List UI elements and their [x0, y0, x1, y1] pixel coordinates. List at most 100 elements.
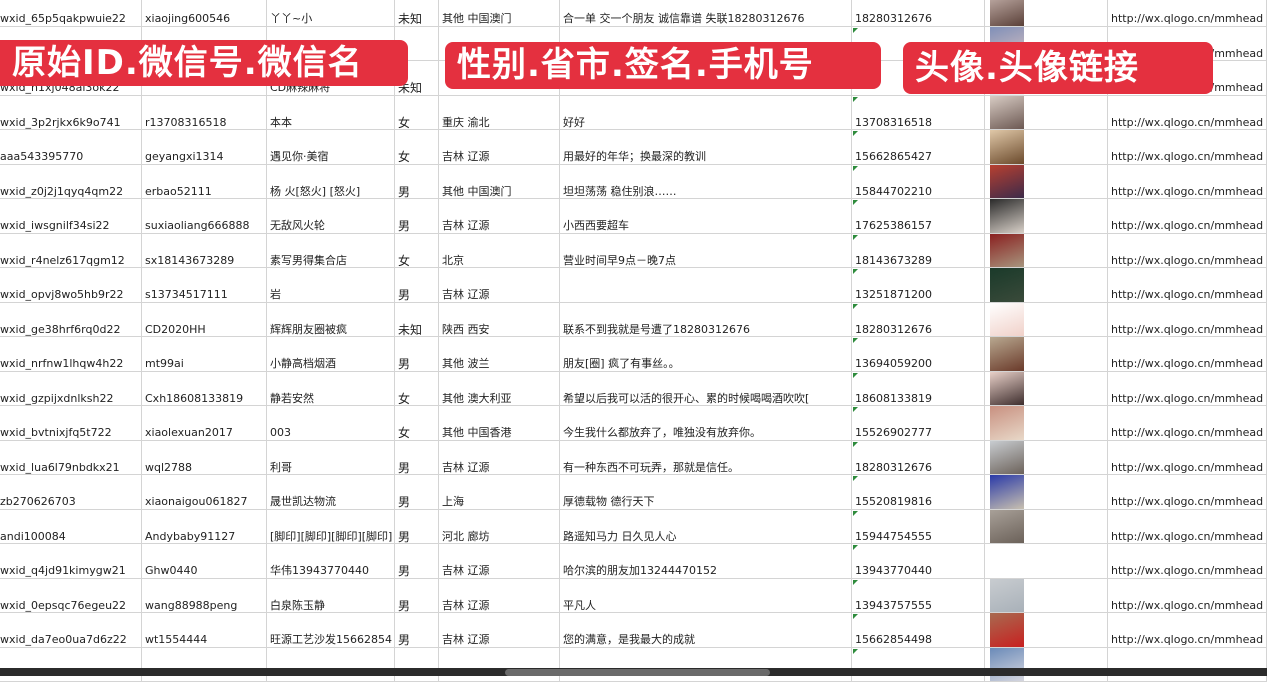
region-cell[interactable]: 吉林 辽源 [439, 441, 560, 475]
avatar-url-cell[interactable]: http://wx.qlogo.cn/mmhead [1108, 372, 1267, 406]
region-cell[interactable]: 吉林 辽源 [439, 613, 560, 647]
signature-cell[interactable]: 好好 [560, 96, 852, 130]
avatar-cell[interactable] [985, 234, 1108, 268]
avatar-url-cell[interactable]: http://wx.qlogo.cn/mmhead [1108, 406, 1267, 440]
avatar-url-cell[interactable]: http://wx.qlogo.cn/mmhead [1108, 165, 1267, 199]
region-cell[interactable]: 其他 波兰 [439, 337, 560, 371]
avatar-url-cell[interactable]: http://wx.qlogo.cn/mmhead [1108, 475, 1267, 509]
phone-cell[interactable]: 15520819816 [852, 475, 985, 509]
avatar-cell[interactable] [985, 510, 1108, 544]
nickname-cell[interactable]: 旺源工艺沙发15662854 [267, 613, 395, 647]
region-cell[interactable]: 河北 廊坊 [439, 510, 560, 544]
wechat-id-cell[interactable]: Ghw0440 [142, 544, 267, 578]
horizontal-scrollbar[interactable] [505, 669, 770, 676]
gender-cell[interactable]: 女 [395, 130, 439, 164]
phone-cell[interactable]: 13708316518 [852, 96, 985, 130]
nickname-cell[interactable]: 岩 [267, 268, 395, 302]
wechat-id-cell[interactable]: r13708316518 [142, 96, 267, 130]
gender-cell[interactable]: 女 [395, 96, 439, 130]
wechat-id-cell[interactable]: suxiaoliang666888 [142, 199, 267, 233]
original-id-cell[interactable]: wxid_ge38hrf6rq0d22 [0, 303, 142, 337]
gender-cell[interactable]: 女 [395, 372, 439, 406]
phone-cell[interactable]: 13251871200 [852, 268, 985, 302]
nickname-cell[interactable]: 遇见你·美宿 [267, 130, 395, 164]
original-id-cell[interactable]: wxid_q4jd91kimygw21 [0, 544, 142, 578]
nickname-cell[interactable]: 无敌风火轮 [267, 199, 395, 233]
avatar-cell[interactable] [985, 372, 1108, 406]
original-id-cell[interactable]: zb270626703 [0, 475, 142, 509]
phone-cell[interactable]: 18280312676 [852, 303, 985, 337]
nickname-cell[interactable]: 晟世凯达物流 [267, 475, 395, 509]
gender-cell[interactable]: 女 [395, 406, 439, 440]
original-id-cell[interactable]: wxid_bvtnixjfq5t722 [0, 406, 142, 440]
nickname-cell[interactable]: 辉辉朋友圈被疯 [267, 303, 395, 337]
original-id-cell[interactable]: wxid_da7eo0ua7d6z22 [0, 613, 142, 647]
avatar-url-cell[interactable]: http://wx.qlogo.cn/mmhead [1108, 510, 1267, 544]
avatar-url-cell[interactable]: http://wx.qlogo.cn/mmhead [1108, 337, 1267, 371]
region-cell[interactable]: 其他 中国澳门 [439, 0, 560, 26]
region-cell[interactable]: 陕西 西安 [439, 303, 560, 337]
wechat-id-cell[interactable]: Andybaby91127 [142, 510, 267, 544]
original-id-cell[interactable]: wxid_iwsgnilf34si22 [0, 199, 142, 233]
gender-cell[interactable]: 男 [395, 441, 439, 475]
wechat-id-cell[interactable]: wang88988peng [142, 579, 267, 613]
avatar-cell[interactable] [985, 165, 1108, 199]
avatar-cell[interactable] [985, 475, 1108, 509]
phone-cell[interactable]: 15662854498 [852, 613, 985, 647]
avatar-url-cell[interactable]: http://wx.qlogo.cn/mmhead [1108, 0, 1267, 26]
original-id-cell[interactable]: andi100084 [0, 510, 142, 544]
gender-cell[interactable]: 男 [395, 544, 439, 578]
avatar-url-cell[interactable]: http://wx.qlogo.cn/mmhead [1108, 130, 1267, 164]
region-cell[interactable]: 吉林 辽源 [439, 544, 560, 578]
phone-cell[interactable]: 13694059200 [852, 337, 985, 371]
phone-cell[interactable]: 15526902777 [852, 406, 985, 440]
avatar-cell[interactable] [985, 199, 1108, 233]
region-cell[interactable]: 吉林 辽源 [439, 268, 560, 302]
original-id-cell[interactable]: wxid_opvj8wo5hb9r22 [0, 268, 142, 302]
avatar-cell[interactable] [985, 0, 1108, 26]
region-cell[interactable]: 其他 中国香港 [439, 406, 560, 440]
avatar-cell[interactable] [985, 579, 1108, 613]
original-id-cell[interactable]: wxid_z0j2j1qyq4qm22 [0, 165, 142, 199]
phone-cell[interactable]: 13943770440 [852, 544, 985, 578]
avatar-cell[interactable] [985, 544, 1108, 578]
original-id-cell[interactable]: wxid_gzpijxdnlksh22 [0, 372, 142, 406]
nickname-cell[interactable]: 静若安然 [267, 372, 395, 406]
wechat-id-cell[interactable]: s13734517111 [142, 268, 267, 302]
wechat-id-cell[interactable]: sx18143673289 [142, 234, 267, 268]
avatar-cell[interactable] [985, 406, 1108, 440]
avatar-url-cell[interactable]: http://wx.qlogo.cn/mmhead [1108, 544, 1267, 578]
nickname-cell[interactable]: [脚印][脚印][脚印][脚印] [267, 510, 395, 544]
region-cell[interactable]: 上海 [439, 475, 560, 509]
gender-cell[interactable]: 男 [395, 199, 439, 233]
nickname-cell[interactable]: 小静高档烟酒 [267, 337, 395, 371]
signature-cell[interactable]: 有一种东西不可玩弄，那就是信任。 [560, 441, 852, 475]
wechat-id-cell[interactable]: mt99ai [142, 337, 267, 371]
signature-cell[interactable]: 合一单 交一个朋友 诚信靠谱 失联18280312676 [560, 0, 852, 26]
region-cell[interactable]: 吉林 辽源 [439, 579, 560, 613]
avatar-cell[interactable] [985, 303, 1108, 337]
original-id-cell[interactable]: wxid_65p5qakpwuie22 [0, 0, 142, 26]
wechat-id-cell[interactable]: wql2788 [142, 441, 267, 475]
nickname-cell[interactable]: 素写男得集合店 [267, 234, 395, 268]
gender-cell[interactable]: 男 [395, 337, 439, 371]
signature-cell[interactable]: 厚德载物 德行天下 [560, 475, 852, 509]
gender-cell[interactable]: 男 [395, 613, 439, 647]
wechat-id-cell[interactable]: geyangxi1314 [142, 130, 267, 164]
signature-cell[interactable]: 营业时间早9点－晚7点 [560, 234, 852, 268]
gender-cell[interactable]: 男 [395, 268, 439, 302]
gender-cell[interactable]: 男 [395, 475, 439, 509]
signature-cell[interactable]: 路遥知马力 日久见人心 [560, 510, 852, 544]
phone-cell[interactable]: 17625386157 [852, 199, 985, 233]
avatar-url-cell[interactable]: http://wx.qlogo.cn/mmhead [1108, 441, 1267, 475]
avatar-url-cell[interactable]: http://wx.qlogo.cn/mmhead [1108, 579, 1267, 613]
original-id-cell[interactable]: aaa543395770 [0, 130, 142, 164]
original-id-cell[interactable]: wxid_3p2rjkx6k9o741 [0, 96, 142, 130]
phone-cell[interactable]: 18280312676 [852, 441, 985, 475]
avatar-url-cell[interactable]: http://wx.qlogo.cn/mmhead [1108, 96, 1267, 130]
gender-cell[interactable]: 男 [395, 579, 439, 613]
phone-cell[interactable]: 15662865427 [852, 130, 985, 164]
nickname-cell[interactable]: 丫丫~小 [267, 0, 395, 26]
phone-cell[interactable]: 15844702210 [852, 165, 985, 199]
gender-cell[interactable]: 女 [395, 234, 439, 268]
